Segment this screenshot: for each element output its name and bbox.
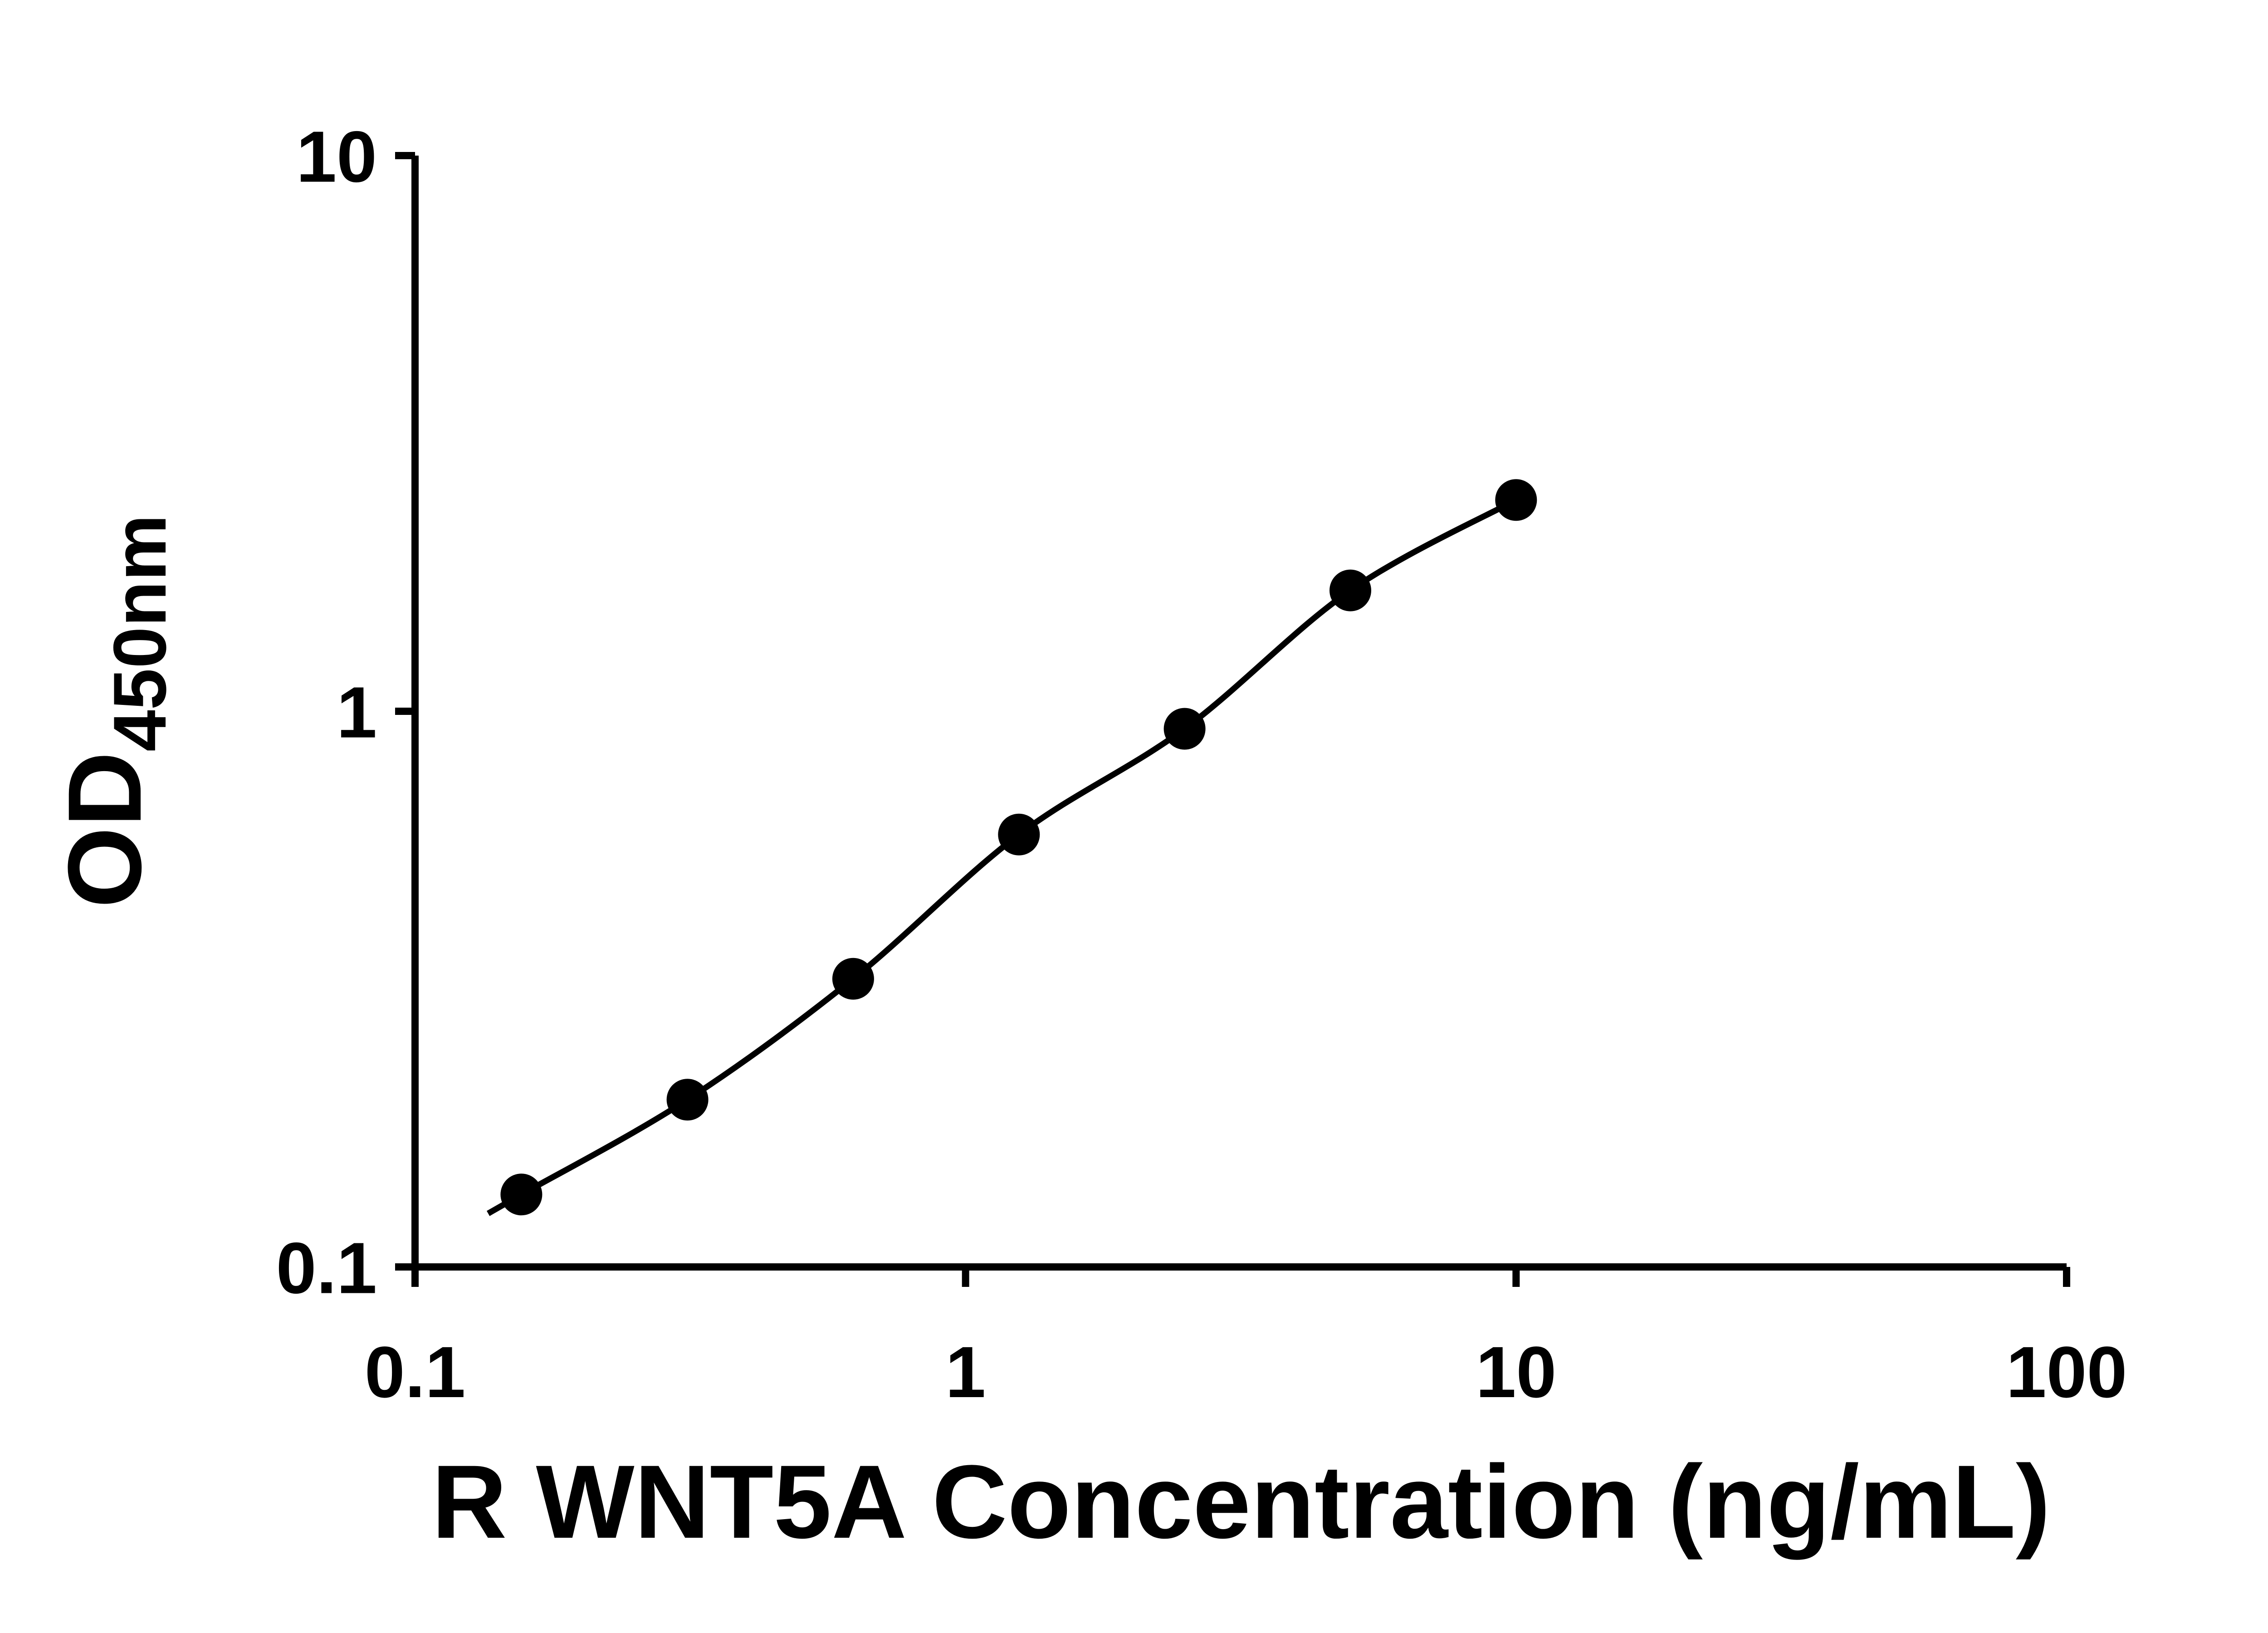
data-point xyxy=(500,1173,543,1216)
data-point xyxy=(1330,569,1371,611)
x-axis-title: R WNT5A Concentration (ng/mL) xyxy=(432,1443,2051,1560)
x-tick-label: 1 xyxy=(945,1331,986,1413)
y-tick-label: 0.1 xyxy=(276,1227,377,1309)
plot-area: 0.1 1 10 100 0.1 1 10 xyxy=(276,116,2127,1413)
x-tick-label: 0.1 xyxy=(365,1331,465,1413)
x-tick-label: 100 xyxy=(2006,1331,2127,1413)
data-point xyxy=(666,1079,709,1121)
y-axis-title: OD450nm xyxy=(46,514,181,908)
data-point xyxy=(832,958,874,1000)
data-point xyxy=(1163,708,1206,750)
data-point xyxy=(998,813,1040,856)
y-tick-label: 1 xyxy=(337,672,377,753)
y-axis-title-main: OD xyxy=(46,752,163,908)
axes-frame xyxy=(411,156,2067,1271)
data-point xyxy=(1495,479,1537,521)
y-tick-label: 10 xyxy=(296,116,377,197)
y-axis-title-subscript: 450nm xyxy=(98,514,181,752)
x-tick-label: 10 xyxy=(1476,1331,1556,1413)
